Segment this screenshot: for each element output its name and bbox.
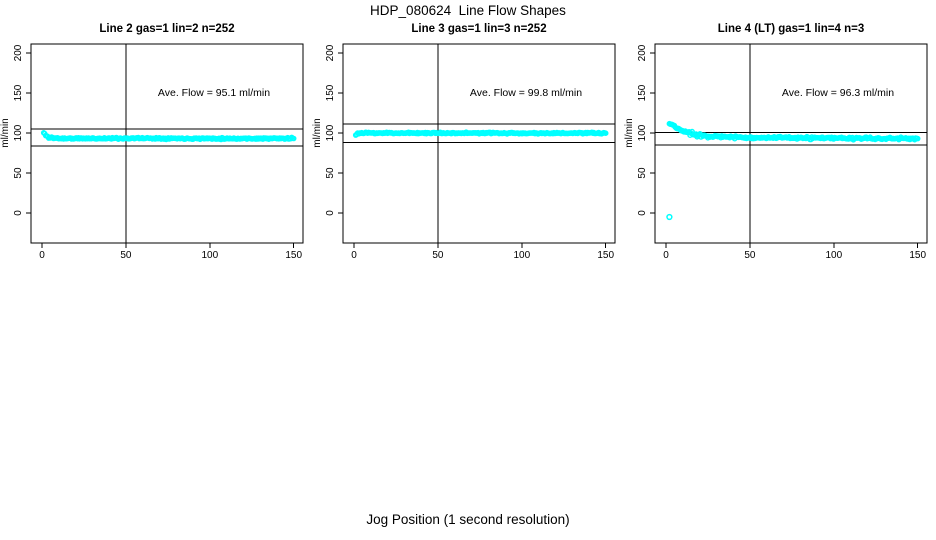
x-axis-caption: Jog Position (1 second resolution)	[366, 512, 570, 527]
y-axis-label: ml/min	[0, 118, 11, 147]
x-tick-label: 0	[663, 250, 669, 261]
x-tick-label: 100	[513, 250, 530, 261]
y-tick-label: 100	[325, 124, 336, 141]
x-tick-label: 100	[825, 250, 842, 261]
x-tick-label: 50	[744, 250, 756, 261]
panel-box	[342, 43, 616, 244]
y-tick-label: 100	[637, 124, 648, 141]
y-tick-label: 150	[325, 84, 336, 101]
chart-panel: Line 3 gas=1 lin=3 n=252 0 50 100 150 0 50 100 1…	[312, 23, 616, 261]
y-tick-label: 200	[637, 44, 648, 61]
panel-title: Line 3 gas=1 lin=3 n=252	[411, 23, 546, 35]
data-points	[666, 120, 921, 221]
y-axis-label: ml/min	[624, 118, 635, 147]
panel-box	[654, 43, 928, 244]
y-axis-label: ml/min	[312, 118, 323, 147]
x-tick-label: 150	[597, 250, 614, 261]
x-tick-label: 50	[120, 250, 132, 261]
y-tick-label: 50	[637, 167, 648, 179]
panel-title: Line 4 (LT) gas=1 lin=4 n=3	[718, 23, 864, 35]
panel-title: Line 2 gas=1 lin=2 n=252	[99, 23, 234, 35]
ave-flow-annotation: Ave. Flow = 96.3 ml/min	[782, 87, 894, 99]
x-tick-label: 150	[909, 250, 926, 261]
y-tick-label: 50	[13, 167, 24, 179]
chart-panel: Line 4 (LT) gas=1 lin=4 n=3 0 50 100 150 0 50 1…	[624, 23, 928, 261]
x-tick-label: 100	[201, 250, 218, 261]
y-tick-label: 0	[637, 210, 648, 216]
data-point	[602, 130, 609, 136]
y-tick-label: 150	[637, 84, 648, 101]
chart-panel: Line 2 gas=1 lin=2 n=252 0 50 100 150 0 50 100 1…	[0, 23, 304, 261]
ave-flow-annotation: Ave. Flow = 95.1 ml/min	[158, 87, 270, 99]
x-tick-label: 150	[285, 250, 302, 261]
x-tick-label: 0	[351, 250, 357, 261]
y-tick-label: 200	[325, 44, 336, 61]
y-tick-label: 150	[13, 84, 24, 101]
page-title: HDP_080624 Line Flow Shapes	[370, 3, 566, 18]
data-points	[352, 129, 609, 138]
data-point	[290, 135, 297, 142]
y-tick-label: 0	[13, 210, 24, 216]
panel-box	[30, 43, 304, 244]
data-point	[914, 135, 921, 142]
ave-flow-annotation: Ave. Flow = 99.8 ml/min	[470, 87, 582, 99]
line-flow-chart-panels: Line 2 gas=1 lin=2 n=252 0 50 100 150 0 50 100 1…	[0, 23, 928, 261]
y-tick-label: 50	[325, 167, 336, 179]
outlier-point	[666, 213, 673, 221]
x-tick-label: 50	[432, 250, 444, 261]
y-tick-label: 100	[13, 124, 24, 141]
data-points	[40, 129, 297, 143]
x-tick-label: 0	[39, 250, 45, 261]
y-tick-label: 0	[325, 210, 336, 216]
y-tick-label: 200	[13, 44, 24, 61]
